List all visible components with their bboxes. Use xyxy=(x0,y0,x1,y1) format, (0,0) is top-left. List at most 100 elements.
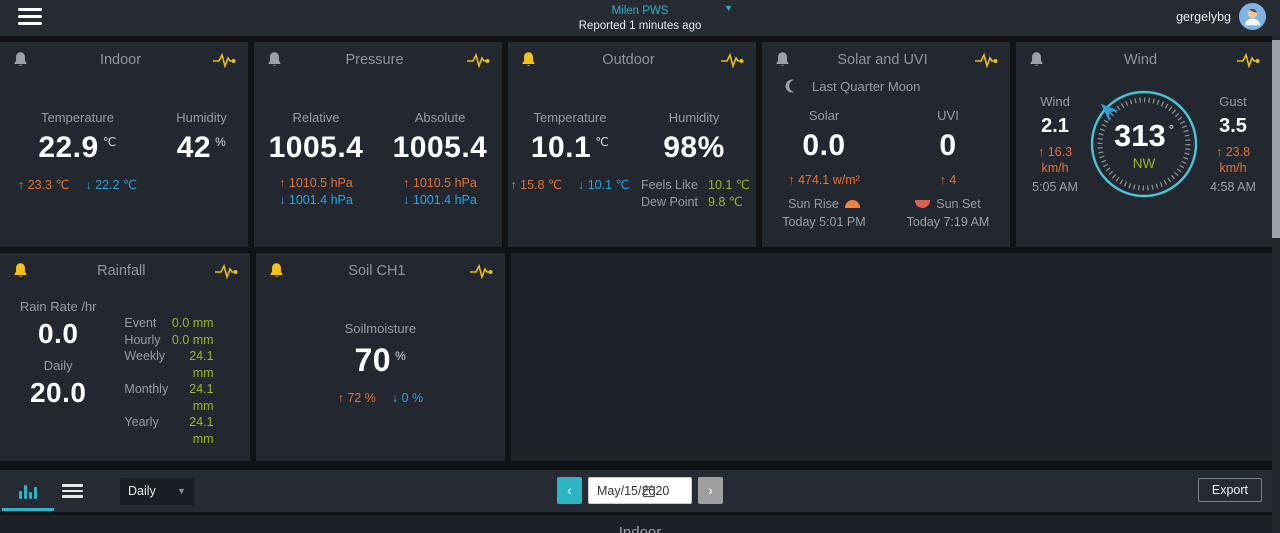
temperature-min: 22.2 ℃ xyxy=(95,178,138,192)
stat-label: Hourly xyxy=(124,332,161,347)
soilmoisture-max: 72 % xyxy=(347,391,376,405)
dew-point-label: Dew Point xyxy=(641,195,698,209)
card-title: Pressure xyxy=(345,51,404,68)
soilmoisture-label: Soilmoisture xyxy=(344,321,417,336)
rain-stat-row: Weekly 24.1 mm xyxy=(106,348,239,381)
history-toolbar: Daily ▼ ‹ › Export xyxy=(0,470,1280,512)
uvi-max: 4 xyxy=(949,173,957,187)
history-pulse-icon[interactable] xyxy=(1236,52,1260,68)
uvi-label: UVI xyxy=(937,108,959,123)
tab-chart-view[interactable] xyxy=(0,470,56,512)
vertical-scrollbar[interactable] xyxy=(1272,36,1280,533)
alarm-bell-active-icon[interactable] xyxy=(12,262,29,279)
temperature-min: 10.1 ℃ xyxy=(587,178,630,192)
sunrise-time: Today 5:01 PM xyxy=(782,215,866,229)
humidity-value: 98% xyxy=(663,131,725,164)
station-selector[interactable]: Milen PWS ▼ xyxy=(535,1,745,19)
alarm-bell-icon[interactable] xyxy=(774,51,791,68)
sunset-icon xyxy=(915,200,931,208)
alarm-bell-icon[interactable] xyxy=(1028,51,1045,68)
date-input[interactable] xyxy=(588,477,692,504)
relative-max: 1010.5 hPa xyxy=(288,176,353,190)
interval-selected-value: Daily xyxy=(128,484,156,498)
gust-max: 23.8 xyxy=(1225,145,1251,159)
arrow-up-icon: ↑ xyxy=(1215,145,1223,159)
arrow-up-icon: ↑ xyxy=(510,178,517,192)
moon-phase-icon xyxy=(785,79,800,93)
rain-rate-label: Rain Rate /hr xyxy=(19,299,97,314)
alarm-bell-active-icon[interactable] xyxy=(268,262,285,279)
stat-value: 0.0 mm xyxy=(171,332,214,347)
temperature-unit: ℃ xyxy=(595,135,610,149)
history-pulse-icon[interactable] xyxy=(466,52,490,68)
relative-min: 1001.4 hPa xyxy=(288,193,353,207)
arrow-up-icon: ↑ xyxy=(17,178,25,192)
absolute-value: 1005.4 xyxy=(392,131,488,164)
arrow-up-icon: ↑ xyxy=(279,176,286,190)
history-pulse-icon[interactable] xyxy=(212,52,236,68)
sunrise-label: Sun Rise xyxy=(788,197,839,211)
menu-icon[interactable] xyxy=(18,8,42,28)
alarm-bell-active-icon[interactable] xyxy=(520,51,537,68)
gust-value: 3.5 xyxy=(1219,115,1247,137)
arrow-up-icon: ↑ xyxy=(1037,145,1045,159)
wind-compass: 313 ° NW xyxy=(1086,86,1202,202)
temperature-label: Temperature xyxy=(533,110,607,125)
history-pulse-icon[interactable] xyxy=(214,263,238,279)
moon-phase-label: Last Quarter Moon xyxy=(812,78,921,94)
temperature-value: 22.9 xyxy=(38,131,99,164)
temperature-max: 15.8 ℃ xyxy=(520,178,562,192)
rain-stat-row: Monthly 24.1 mm xyxy=(106,381,239,414)
soilmoisture-value: 70 xyxy=(354,342,392,378)
stat-value: 24.1 mm xyxy=(189,415,214,446)
rain-daily-label: Daily xyxy=(43,358,73,373)
username: gergelybg xyxy=(1176,9,1231,24)
wind-value: 2.1 xyxy=(1041,115,1069,137)
arrow-up-icon: ↑ xyxy=(403,176,410,190)
wind-direction-degrees: 313 xyxy=(1114,117,1166,153)
arrow-up-icon: ↑ xyxy=(939,173,946,187)
gust-unit: km/h xyxy=(1219,161,1247,175)
solar-max: 474.1 w/m² xyxy=(797,173,860,187)
cards-row-2: Rainfall Rain Rate /hr 0.0 Daily 20.0 Ev… xyxy=(0,253,1272,461)
export-button[interactable]: Export xyxy=(1197,478,1262,502)
next-date-button[interactable]: › xyxy=(698,477,723,504)
date-field-wrap xyxy=(588,477,692,504)
gust-max-time: 4:58 AM xyxy=(1210,180,1256,194)
arrow-down-icon: ↓ xyxy=(85,178,92,192)
alarm-bell-icon[interactable] xyxy=(266,51,283,68)
user-menu[interactable]: gergelybg xyxy=(1176,3,1266,30)
history-pulse-icon[interactable] xyxy=(469,263,493,279)
stat-value: 24.1 mm xyxy=(189,349,214,380)
prev-date-button[interactable]: ‹ xyxy=(557,477,582,504)
avatar-person-icon xyxy=(1239,3,1266,30)
history-section-title: Indoor xyxy=(618,524,662,533)
feels-like-value: 10.1 ℃ xyxy=(708,178,750,192)
wind-direction-pointer xyxy=(1100,103,1119,122)
active-tab-underline xyxy=(2,508,54,511)
tab-list-view[interactable] xyxy=(62,470,102,512)
interval-select[interactable]: Daily ▼ xyxy=(120,477,194,505)
card-title: Outdoor xyxy=(602,51,655,68)
history-pulse-icon[interactable] xyxy=(974,52,998,68)
card-rainfall: Rainfall Rain Rate /hr 0.0 Daily 20.0 Ev… xyxy=(0,253,250,461)
humidity-value: 42 xyxy=(176,131,212,164)
sunrise-icon xyxy=(844,200,860,208)
stat-label: Yearly xyxy=(124,415,159,429)
avatar[interactable] xyxy=(1239,3,1266,30)
rain-stat-row: Hourly 0.0 mm xyxy=(106,332,239,349)
card-indoor: Indoor Temperature 22.9 ℃ ↑ 23.3 ℃ ↓ 22.2… xyxy=(0,42,248,247)
relative-value: 1005.4 xyxy=(268,131,364,164)
absolute-label: Absolute xyxy=(414,110,466,125)
stat-value: 0.0 mm xyxy=(171,316,214,330)
wind-direction-compass: NW xyxy=(1132,155,1156,171)
relative-label: Relative xyxy=(292,110,340,125)
history-section: Indoor xyxy=(0,515,1280,533)
history-pulse-icon[interactable] xyxy=(720,52,744,68)
rain-rate-value: 0.0 xyxy=(37,318,79,349)
cards-area: Indoor Temperature 22.9 ℃ ↑ 23.3 ℃ ↓ 22.2… xyxy=(0,42,1272,461)
feels-like-label: Feels Like xyxy=(641,178,698,192)
scrollbar-thumb[interactable] xyxy=(1272,40,1280,238)
alarm-bell-icon[interactable] xyxy=(12,51,29,68)
